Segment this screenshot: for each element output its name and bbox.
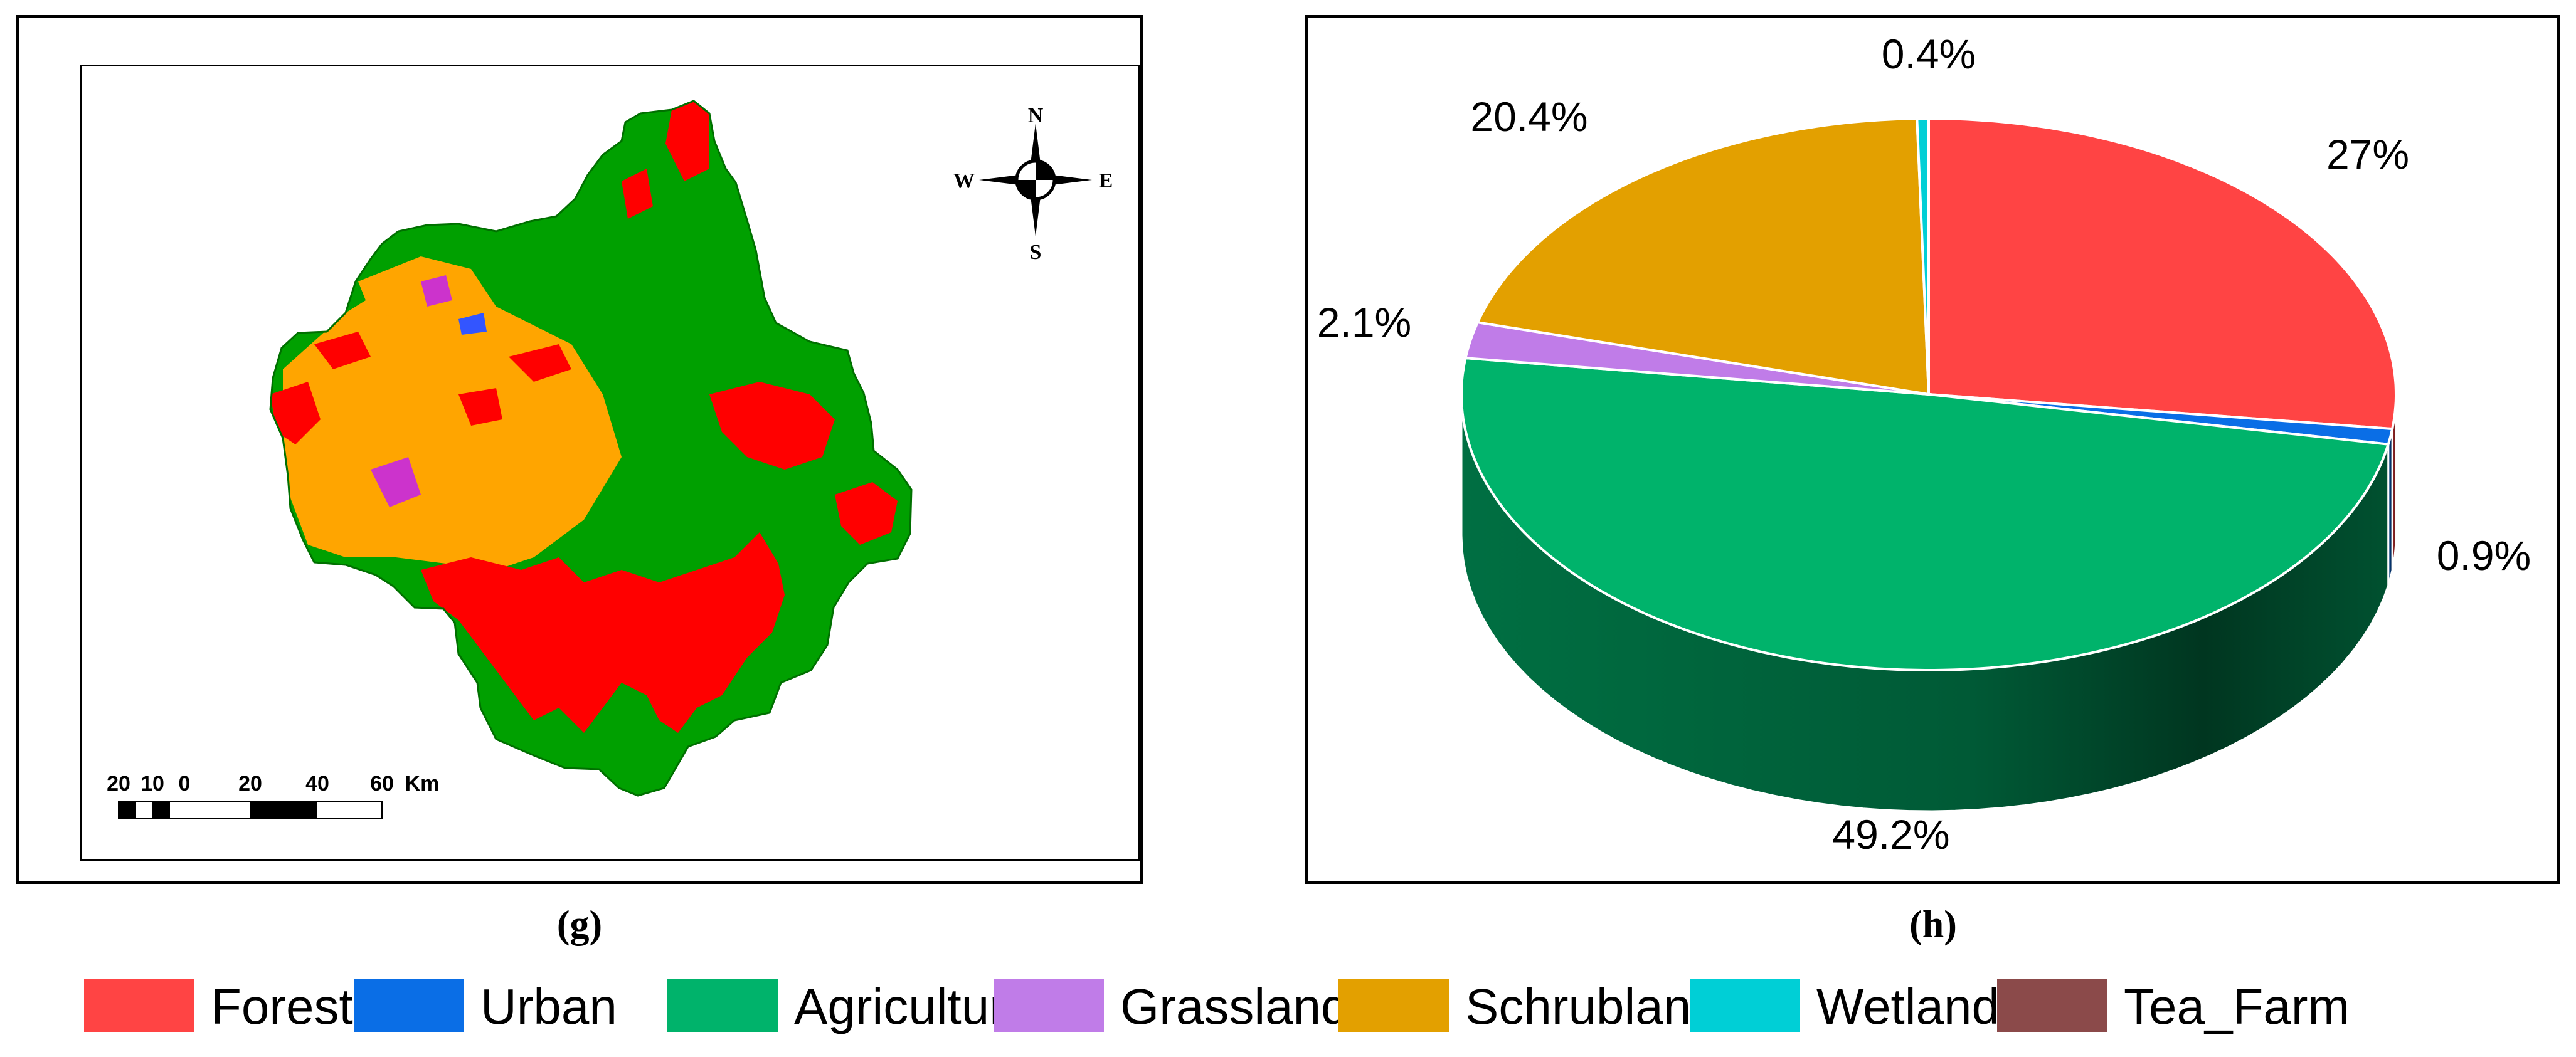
land-use-map (270, 101, 911, 796)
compass-north-label: N (1028, 104, 1044, 127)
legend-label: Forest (211, 979, 353, 1034)
map-class-forest-west (270, 382, 321, 444)
panel-h-label: (h) (1909, 903, 1957, 946)
pie-slice-wetland (1916, 117, 1930, 395)
scale-tick-label: 20 (107, 772, 130, 796)
map-class-forest-northwest (314, 332, 371, 369)
map-class-forest (421, 532, 785, 733)
legend-label: Schrubland (1465, 979, 1719, 1034)
compass-south-label: S (1030, 241, 1042, 264)
map-class-forest-north (665, 101, 709, 181)
compass-west-label: W (953, 169, 975, 192)
legend-swatch (1690, 979, 1800, 1032)
pie-slice-agriculture (1460, 356, 2390, 671)
scale-tick-label: 60 (370, 772, 394, 796)
pie-data-label-schrubland: 20.4% (1470, 93, 1587, 140)
map-class-urban (458, 313, 487, 335)
map-class-forest-southeast (835, 482, 898, 545)
basin-boundary (269, 100, 913, 797)
legend-swatch (667, 979, 778, 1032)
pie-slice-forest (1927, 117, 2398, 431)
pie-data-label-agriculture: 49.2% (1832, 811, 1949, 858)
scale-unit-label: Km (405, 772, 440, 796)
legend-swatch (354, 979, 464, 1032)
compass-east-label: E (1099, 169, 1113, 192)
pie-panel: 27% 0.9% 49.2% 2.1% 20.4% 0.4% (1305, 15, 2560, 884)
scale-tick-label: 20 (238, 772, 262, 796)
legend-label: Wetland (1816, 979, 2000, 1034)
map-class-forest-inner (458, 388, 502, 426)
legend-label: Tea_Farm (2124, 979, 2350, 1034)
pie-slice-schrubland (1475, 117, 1931, 396)
pie-chart: 27% 0.9% 49.2% 2.1% 20.4% 0.4% (1317, 31, 2531, 858)
map-class-forest-east (709, 382, 835, 470)
map-neatline (80, 65, 1140, 861)
legend-swatch (994, 979, 1104, 1032)
legend-swatch (1997, 979, 2107, 1032)
map-class-forest-north-2 (622, 169, 653, 219)
map-canvas: N S E W 20 10 0 20 40 60 Km (107, 100, 1113, 819)
map-class-forest-central (509, 344, 571, 382)
scale-tick-label: 40 (305, 772, 329, 796)
scale-tick-label: 0 (179, 772, 191, 796)
legend-swatch (1338, 979, 1449, 1032)
map-class-grassland-2 (371, 457, 421, 507)
pie-data-label-forest: 27% (2326, 131, 2409, 177)
map-panel: N S E W 20 10 0 20 40 60 Km (16, 15, 1143, 884)
panel-g-label: (g) (556, 903, 603, 946)
legend-label: Urban (480, 979, 617, 1034)
pie-data-label-urban: 0.9% (2437, 532, 2531, 579)
scale-bar: 20 10 0 20 40 60 Km (107, 772, 440, 819)
map-class-grassland (421, 275, 452, 307)
pie-data-label-grassland: 2.1% (1317, 299, 1411, 345)
pie-data-label-wetland: 0.4% (1882, 31, 1976, 77)
compass-rose-icon: N S E W (953, 104, 1113, 264)
scale-tick-label: 10 (140, 772, 164, 796)
legend-swatch (84, 979, 194, 1032)
legend-label: Grassland (1120, 979, 1349, 1034)
